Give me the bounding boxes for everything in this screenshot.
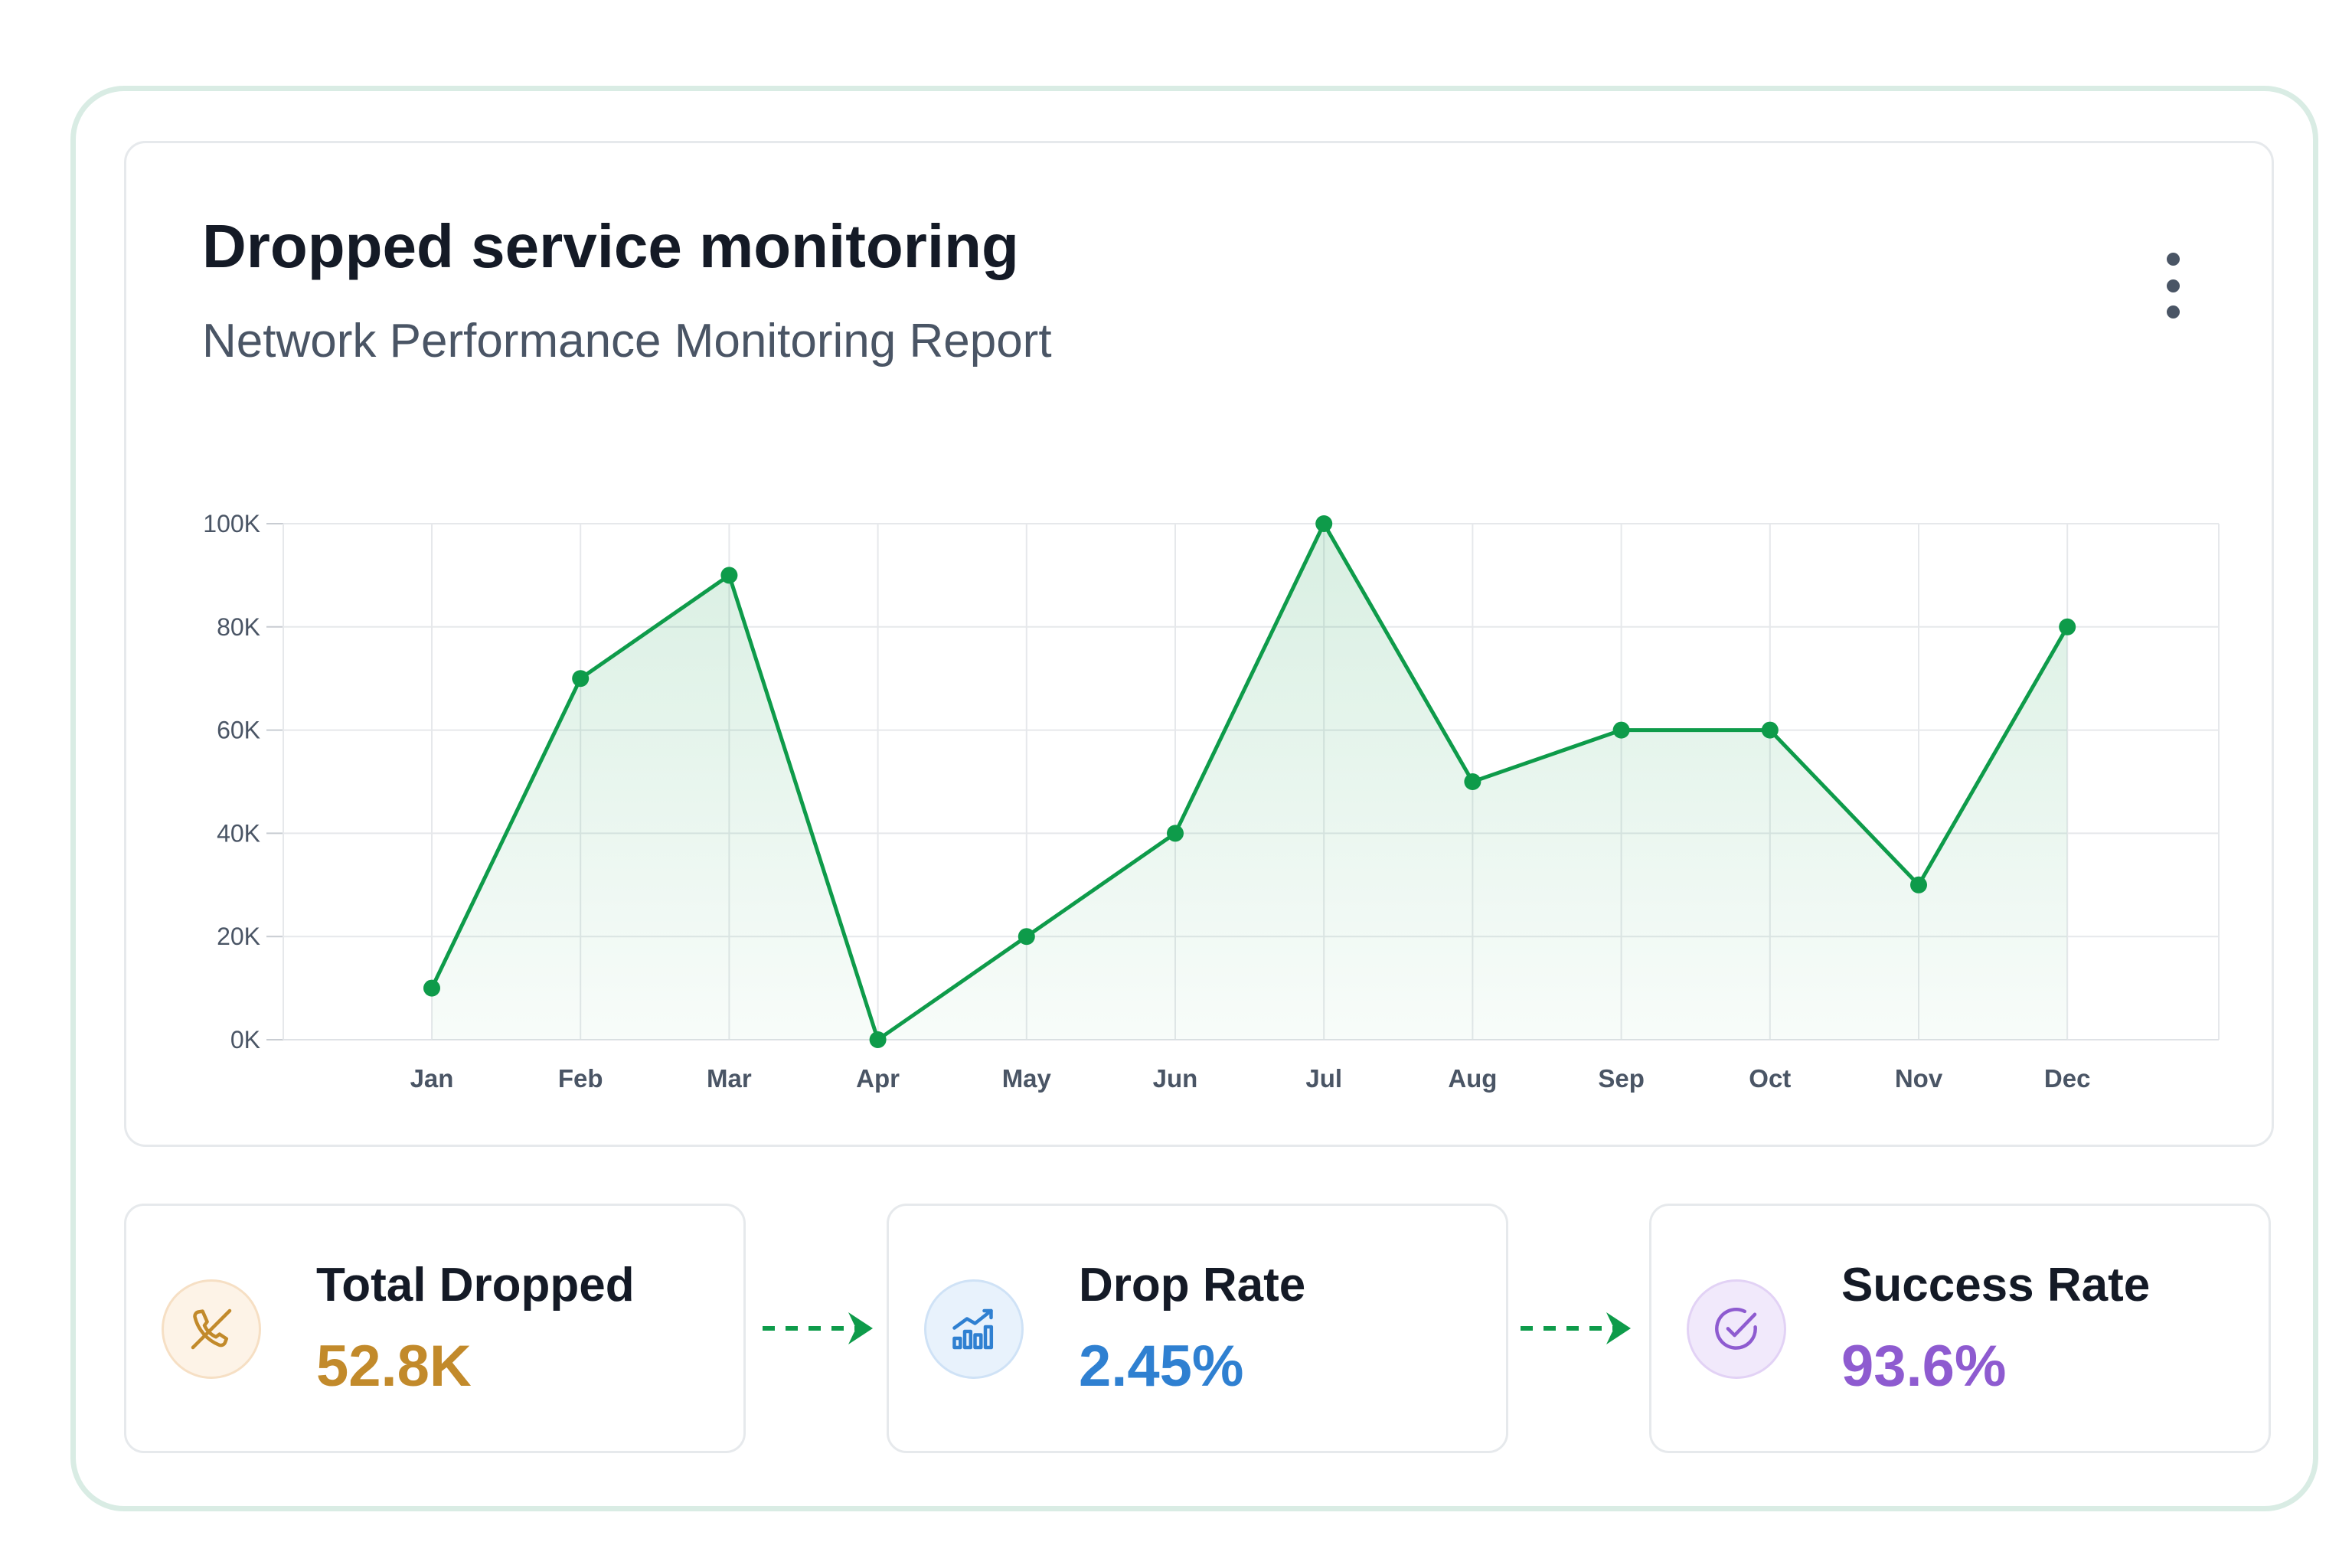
arrow-right-icon — [763, 1312, 873, 1344]
more-vertical-icon[interactable] — [2158, 253, 2188, 318]
kpi-icon-badge — [162, 1279, 261, 1379]
menu-dot — [2166, 253, 2180, 266]
kpi-card-drop-rate[interactable]: Drop Rate 2.45% — [887, 1204, 1508, 1453]
kpi-card-total-dropped[interactable]: Total Dropped 52.8K — [124, 1204, 746, 1453]
kpi-icon-badge — [924, 1279, 1024, 1379]
kpi-card-success-rate[interactable]: Success Rate 93.6% — [1649, 1204, 2271, 1453]
page-subtitle: Network Performance Monitoring Report — [202, 315, 1052, 368]
kpi-label: Total Dropped — [316, 1259, 635, 1312]
phone-missed-icon — [191, 1308, 232, 1350]
kpi-label: Drop Rate — [1079, 1259, 1306, 1312]
kpi-value: 52.8K — [316, 1334, 472, 1399]
menu-dot — [2166, 279, 2180, 292]
bar-chart-trend-icon — [952, 1308, 994, 1350]
kpi-value: 2.45% — [1079, 1334, 1244, 1399]
kpi-value: 93.6% — [1841, 1334, 2007, 1399]
page-title: Dropped service monitoring — [202, 212, 1019, 280]
kpi-label: Success Rate — [1841, 1259, 2151, 1312]
check-circle-icon — [1715, 1307, 1757, 1350]
chart-card — [124, 141, 2274, 1147]
kpi-icon-badge — [1687, 1279, 1786, 1379]
menu-dot — [2166, 305, 2180, 318]
arrow-right-icon — [1521, 1312, 1631, 1344]
